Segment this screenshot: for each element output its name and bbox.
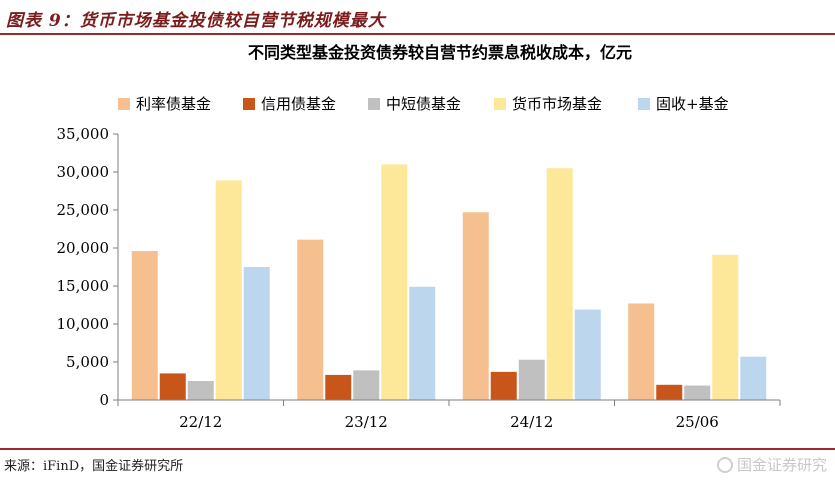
chart-title: 不同类型基金投资债券较自营节约票息税收成本，亿元 <box>248 43 632 62</box>
source-note: 来源：iFinD，国金证券研究所 <box>4 459 184 474</box>
bar <box>131 251 158 400</box>
bar <box>159 373 186 400</box>
bar <box>546 168 573 400</box>
y-tick-label: 35,000 <box>57 125 110 143</box>
bar <box>325 374 352 400</box>
legend-swatch <box>243 98 255 110</box>
y-tick-label: 0 <box>99 391 109 409</box>
bar <box>187 381 214 400</box>
legend: 利率债基金 信用债基金 中短债基金 货币市场基金 固收+基金 <box>118 95 729 113</box>
x-tick-label: 22/12 <box>179 413 222 431</box>
watermark: 国金证券研究 <box>716 454 827 475</box>
figure-title: 图表 9：货币市场基金投债较自营节税规模最大 <box>6 11 386 31</box>
bar <box>462 212 489 400</box>
legend-label: 利率债基金 <box>136 95 211 113</box>
x-tick-label: 25/06 <box>676 413 719 431</box>
y-tick-label: 10,000 <box>57 315 110 333</box>
y-axis: 0 5,000 10,000 15,000 20,000 25,000 30,000 35,0… <box>57 125 119 409</box>
top-rule <box>0 33 835 35</box>
x-axis: 22/12 23/12 24/12 25/06 <box>117 399 781 431</box>
bar <box>297 239 324 400</box>
legend-label: 固收+基金 <box>656 95 729 113</box>
bar <box>409 286 436 400</box>
y-tick-label: 30,000 <box>57 163 110 181</box>
x-tick-label: 23/12 <box>345 413 388 431</box>
bar-chart: 不同类型基金投资债券较自营节约票息税收成本，亿元 利率债基金 信用债基金 中短债基金… <box>57 43 781 431</box>
bar <box>656 384 683 400</box>
legend-label: 中短债基金 <box>386 95 461 113</box>
x-tick-label: 24/12 <box>510 413 553 431</box>
bar <box>740 356 767 400</box>
bar <box>712 254 739 400</box>
bar <box>628 303 655 400</box>
bar <box>684 385 711 400</box>
bar <box>574 309 601 400</box>
bar <box>353 370 380 400</box>
bar <box>518 359 545 400</box>
y-tick-label: 15,000 <box>57 277 110 295</box>
weibo-icon <box>716 456 733 473</box>
bottom-rule <box>0 448 835 450</box>
bar <box>490 371 517 400</box>
legend-label: 信用债基金 <box>261 95 336 113</box>
bar <box>381 164 408 400</box>
legend-label: 货币市场基金 <box>512 95 602 113</box>
legend-swatch <box>638 98 650 110</box>
legend-swatch <box>118 98 130 110</box>
legend-swatch <box>494 98 506 110</box>
bar <box>243 267 270 400</box>
bar <box>215 180 242 400</box>
y-tick-label: 20,000 <box>57 239 110 257</box>
y-tick-label: 25,000 <box>57 201 110 219</box>
y-tick-label: 5,000 <box>66 353 109 371</box>
bars <box>131 164 767 400</box>
legend-swatch <box>368 98 380 110</box>
watermark-text: 国金证券研究 <box>736 456 827 474</box>
